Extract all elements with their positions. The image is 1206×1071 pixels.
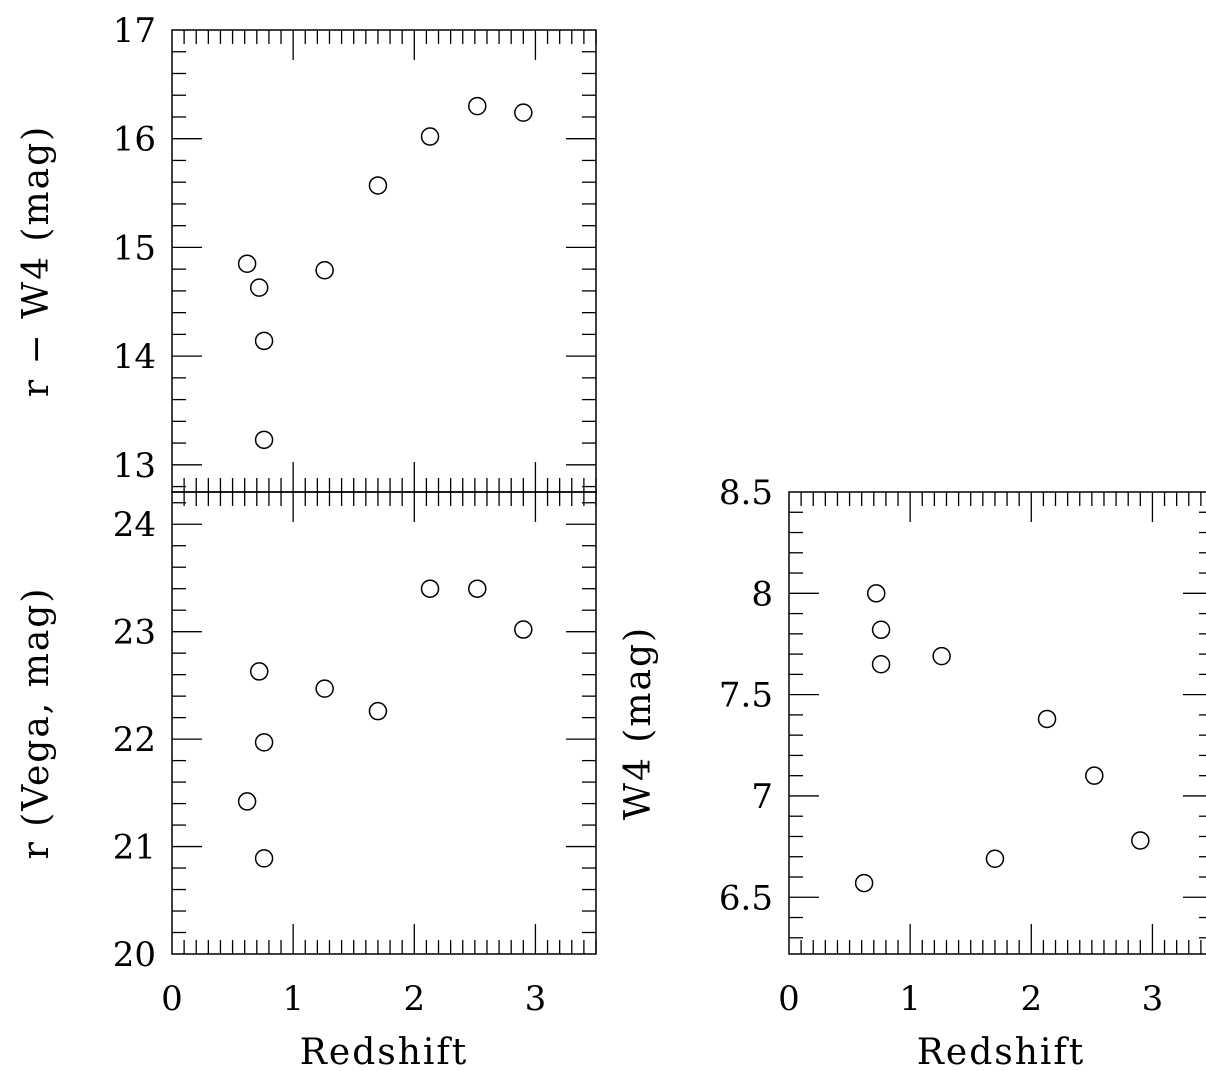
y-tick-label: 15	[113, 228, 156, 268]
data-point	[871, 620, 891, 640]
x-tick-label: 0	[161, 979, 183, 1019]
data-point	[254, 733, 274, 752]
plot-frame	[788, 491, 1206, 955]
y-tick-label: 13	[113, 446, 156, 486]
y-tick-label: 17	[113, 11, 156, 51]
x-tick-label: 2	[403, 979, 425, 1019]
x-axis-title: Redshift	[917, 1032, 1085, 1071]
data-point	[1131, 831, 1150, 850]
data-point	[420, 127, 440, 146]
data-point	[514, 620, 533, 639]
data-point	[1037, 709, 1057, 729]
data-point	[866, 584, 886, 603]
y-tick-label: 8	[751, 574, 773, 614]
x-tick-label: 0	[778, 979, 800, 1019]
data-point	[420, 579, 440, 598]
x-tick-label: 3	[1142, 979, 1164, 1019]
data-point	[254, 430, 274, 450]
y-tick-label: 7	[751, 777, 773, 817]
y-tick-label: 16	[113, 120, 156, 160]
data-point	[254, 849, 274, 868]
y-axis-title: W4 (mag)	[618, 626, 659, 820]
data-point	[368, 176, 388, 195]
data-point	[315, 260, 334, 280]
y-tick-label: 14	[113, 337, 156, 377]
plot-frame	[171, 29, 597, 493]
y-tick-label: 23	[113, 613, 156, 653]
x-tick-label: 1	[282, 979, 304, 1019]
y-tick-label: 8.5	[719, 473, 773, 513]
data-point	[932, 646, 951, 666]
data-point	[854, 873, 874, 893]
panel-right: 6.5 7 7.5 8 8.5 0 1 2 3 Redshift W4 (mag)	[618, 473, 1206, 1071]
y-tick-label: 21	[113, 828, 156, 868]
plot-frame	[171, 491, 597, 955]
data-point	[315, 679, 334, 698]
y-tick-label: 6.5	[719, 878, 773, 918]
panel-top-left: 13 14 15 16 17 r − W4 (mag)	[16, 11, 597, 493]
y-axis-title: r − W4 (mag)	[16, 125, 57, 397]
data-point	[237, 254, 257, 273]
data-point	[1085, 766, 1104, 785]
y-tick-label: 24	[113, 505, 156, 545]
data-point	[514, 103, 533, 122]
data-point	[237, 792, 257, 811]
data-point	[249, 278, 269, 297]
x-axis-title: Redshift	[300, 1032, 468, 1071]
data-point	[985, 849, 1005, 869]
x-tick-label: 1	[899, 979, 921, 1019]
y-tick-label: 22	[113, 720, 156, 760]
y-axis-title: r (Vega, mag)	[16, 587, 57, 860]
y-tick-label: 7.5	[719, 676, 773, 716]
data-point	[871, 654, 891, 674]
data-point	[249, 662, 269, 681]
y-tick-label: 20	[113, 935, 156, 975]
x-tick-label: 3	[525, 979, 547, 1019]
data-point	[468, 579, 487, 598]
x-tick-label: 2	[1020, 979, 1042, 1019]
data-point	[368, 701, 388, 721]
data-point	[254, 331, 274, 351]
data-point	[468, 96, 487, 116]
